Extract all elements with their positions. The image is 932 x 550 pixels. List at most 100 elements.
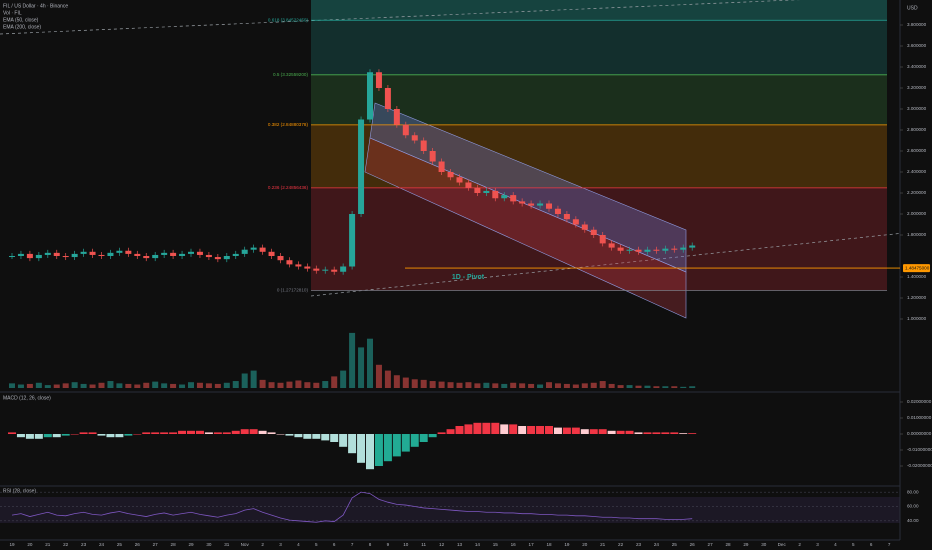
candle-body [232,253,239,256]
macd-bar [169,432,178,434]
volume-bar [483,382,490,388]
volume-bar [116,383,123,388]
x-tick-label: 14 [475,542,481,547]
macd-bar [446,429,455,434]
candle-body [322,269,329,271]
candle-body [537,203,544,206]
candle-body [635,249,642,252]
candle-body [483,190,490,193]
macd-bar [79,432,88,434]
macd-bar [61,434,70,436]
volume-bar [44,385,51,388]
candle-body [554,208,561,214]
x-tick-label: 16 [511,542,517,547]
candle-body [474,187,481,193]
candle-body [546,203,552,209]
macd-tick-label: 0.00000000 [907,431,932,436]
volume-bar [304,382,311,388]
candle-body [420,140,427,151]
x-tick-label: 21 [45,542,51,547]
macd-bar [571,427,580,434]
macd-bar [580,429,589,434]
x-tick-label: 2 [261,542,264,547]
x-tick-label: 27 [708,542,714,547]
legend-line: EMA (50, close) [3,17,39,23]
macd-bar [509,424,518,434]
pivot-label: 1D - Pivot [452,274,485,281]
candle-body [17,253,24,256]
y-tick-label: 2.000000 [907,211,927,216]
macd-bar [25,434,34,439]
macd-bar [222,432,231,434]
x-tick-label: 13 [457,542,463,547]
volume-bar [617,385,624,388]
x-tick-label: 25 [117,542,123,547]
rsi-line [11,491,693,523]
macd-bar [294,434,303,438]
macd-bar [545,426,553,434]
channel-lower [364,137,687,319]
volume-bar [340,370,347,388]
x-tick-label: 22 [618,542,624,547]
x-tick-label: 23 [636,542,642,547]
macd-bar [392,434,401,457]
candle-body [188,251,194,254]
volume-bar [572,384,579,388]
x-tick-label: Nov [241,542,250,547]
y-tick-label: 1.800000 [907,232,927,237]
volume-bar [71,382,78,388]
macd-bar [464,424,473,434]
candle-body [107,252,114,256]
macd-bar [473,422,482,434]
x-tick-label: 29 [743,542,749,547]
candle-body [447,172,454,178]
x-tick-label: 4 [297,542,300,547]
macd-bar [258,430,267,434]
macd-bar [267,432,276,434]
y-tick-label: 2.800000 [907,127,927,132]
volume-bar [286,381,293,388]
volume-bar [519,383,526,388]
x-tick-label: 20 [582,542,588,547]
volume-bar [80,383,87,388]
rsi-tick-label: 40.00 [907,518,919,523]
volume-bar [125,383,132,388]
fib-zone [311,0,887,21]
volume-bar [662,386,669,388]
x-tick-label: Dec [778,542,787,547]
candle-body [465,182,472,188]
macd-bar [536,426,545,434]
macd-bar [187,430,195,434]
macd-bar [160,432,169,434]
volume-bar [259,379,266,388]
macd-bar [303,434,312,439]
macd-bar [661,432,670,434]
x-tick-label: 3 [279,542,282,547]
y-tick-label: 3.600000 [907,43,927,48]
macd-bar [133,434,142,435]
x-tick-label: 28 [171,542,177,547]
macd-bar [419,434,428,442]
candle-body [680,247,687,250]
candle-body [80,251,87,254]
volume-bar [358,347,365,388]
x-tick-label: 19 [564,542,570,547]
macd-bar [589,429,598,434]
macd-bar [115,434,124,438]
x-tick-label: 4 [834,542,837,547]
volume-bar [554,383,561,388]
macd-bar [625,430,634,434]
rsi-label: RSI (28, close) [3,488,36,494]
volume-bar [581,383,588,388]
candle-body [367,72,373,120]
candle-body [572,219,579,225]
volume-bar [196,382,203,388]
y-tick-label: 1.000000 [907,316,927,321]
x-tick-label: 26 [690,542,696,547]
y-tick-label: 1.200000 [907,295,927,300]
x-tick-label: 30 [761,542,767,547]
candle-body [53,252,60,256]
price-tag-label: 1.48475000 [905,265,930,270]
volume-bar [277,382,284,388]
